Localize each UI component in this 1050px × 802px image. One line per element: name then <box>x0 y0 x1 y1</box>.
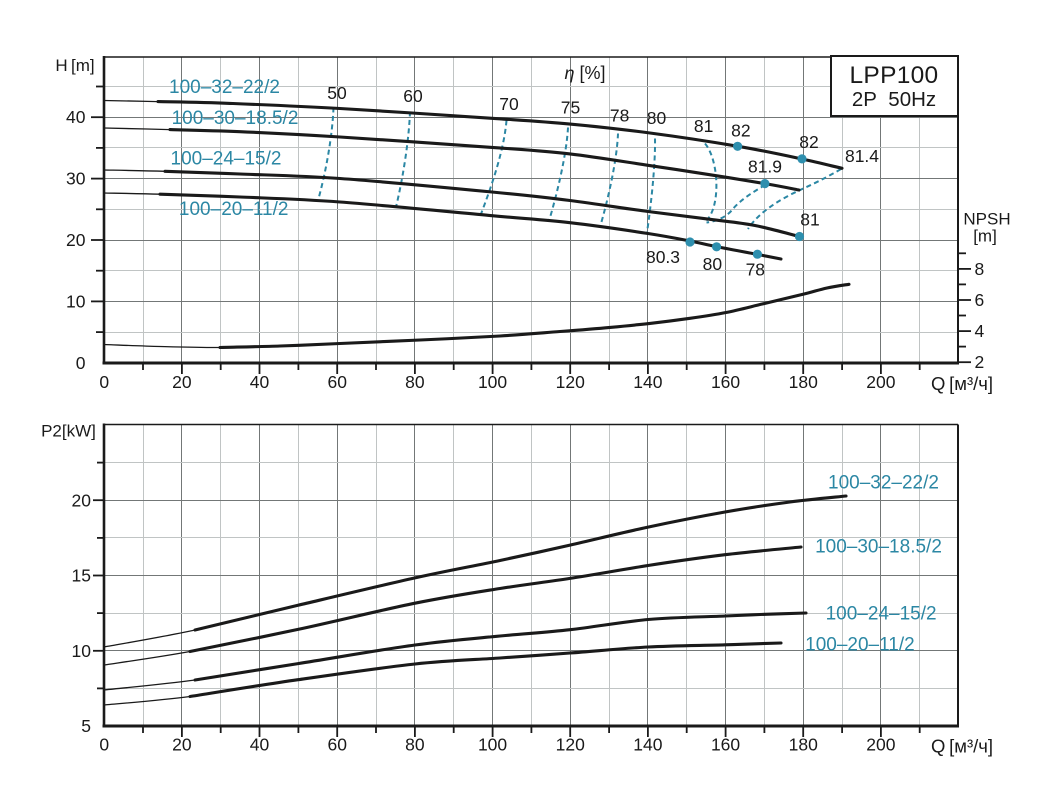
svg-text:75: 75 <box>561 98 580 118</box>
svg-text:0: 0 <box>99 372 109 392</box>
svg-text:40: 40 <box>66 107 86 127</box>
svg-text:40: 40 <box>250 372 270 392</box>
svg-text:P2[kW]: P2[kW] <box>41 422 96 441</box>
svg-text:4: 4 <box>975 321 985 341</box>
svg-text:180: 180 <box>789 735 818 755</box>
svg-text:120: 120 <box>556 735 585 755</box>
svg-text:NPSH: NPSH <box>963 210 1010 229</box>
svg-text:80: 80 <box>647 108 667 128</box>
svg-text:200: 200 <box>866 372 895 392</box>
svg-text:100–32–22/2: 100–32–22/2 <box>828 473 939 494</box>
svg-text:20: 20 <box>172 735 192 755</box>
svg-text:8: 8 <box>975 259 985 279</box>
svg-text:78: 78 <box>610 106 629 126</box>
svg-text:20: 20 <box>66 230 86 250</box>
svg-text:160: 160 <box>711 372 740 392</box>
svg-text:100–24–15/2: 100–24–15/2 <box>171 149 282 170</box>
svg-text:100–24–15/2: 100–24–15/2 <box>826 604 937 625</box>
svg-text:80.3: 80.3 <box>646 247 680 267</box>
svg-text:60: 60 <box>327 372 347 392</box>
svg-text:60: 60 <box>327 735 347 755</box>
svg-text:180: 180 <box>789 372 818 392</box>
svg-text:100: 100 <box>478 735 507 755</box>
svg-text:40: 40 <box>250 735 270 755</box>
svg-text:2: 2 <box>975 352 985 372</box>
svg-text:[m]: [m] <box>973 227 997 246</box>
svg-text:100–32–22/2: 100–32–22/2 <box>169 77 280 98</box>
svg-text:81.4: 81.4 <box>845 146 879 166</box>
svg-text:100–30–18.5/2: 100–30–18.5/2 <box>815 536 942 557</box>
svg-text:100–30–18.5/2: 100–30–18.5/2 <box>172 108 299 129</box>
svg-text:5: 5 <box>81 716 91 736</box>
svg-text:100–20–11/2: 100–20–11/2 <box>179 199 289 220</box>
svg-text:80: 80 <box>703 254 723 274</box>
svg-text:82: 82 <box>799 132 818 152</box>
svg-text:140: 140 <box>633 372 662 392</box>
svg-text:30: 30 <box>66 169 86 189</box>
svg-text:100–20–11/2: 100–20–11/2 <box>805 634 915 655</box>
svg-text:120: 120 <box>556 372 585 392</box>
svg-text:60: 60 <box>403 86 423 106</box>
svg-text:81: 81 <box>800 210 819 230</box>
svg-text:20: 20 <box>172 372 192 392</box>
svg-text:15: 15 <box>72 566 91 586</box>
svg-text:140: 140 <box>633 735 662 755</box>
svg-text:10: 10 <box>72 641 92 661</box>
svg-text:Q [м³/ч]: Q [м³/ч] <box>931 736 993 757</box>
svg-text:LPP100: LPP100 <box>850 62 939 89</box>
svg-text:80: 80 <box>405 372 425 392</box>
svg-text:Q [м³/ч]: Q [м³/ч] <box>931 373 993 394</box>
svg-text:6: 6 <box>975 290 985 310</box>
svg-text:H [m]: H [m] <box>55 56 94 75</box>
svg-text:70: 70 <box>499 94 519 114</box>
svg-text:81.9: 81.9 <box>748 157 782 177</box>
svg-text:50: 50 <box>327 83 347 103</box>
svg-text:80: 80 <box>405 735 425 755</box>
svg-text:82: 82 <box>731 121 750 141</box>
svg-text:200: 200 <box>866 735 895 755</box>
svg-text:η [%]: η [%] <box>564 63 605 83</box>
svg-text:78: 78 <box>746 260 765 280</box>
svg-text:100: 100 <box>478 372 507 392</box>
svg-text:20: 20 <box>72 490 92 510</box>
svg-text:81: 81 <box>694 116 713 136</box>
svg-text:0: 0 <box>76 353 86 373</box>
svg-text:0: 0 <box>99 735 109 755</box>
svg-text:10: 10 <box>66 291 86 311</box>
svg-text:160: 160 <box>711 735 740 755</box>
svg-text:2P 50Hz: 2P 50Hz <box>852 88 936 111</box>
